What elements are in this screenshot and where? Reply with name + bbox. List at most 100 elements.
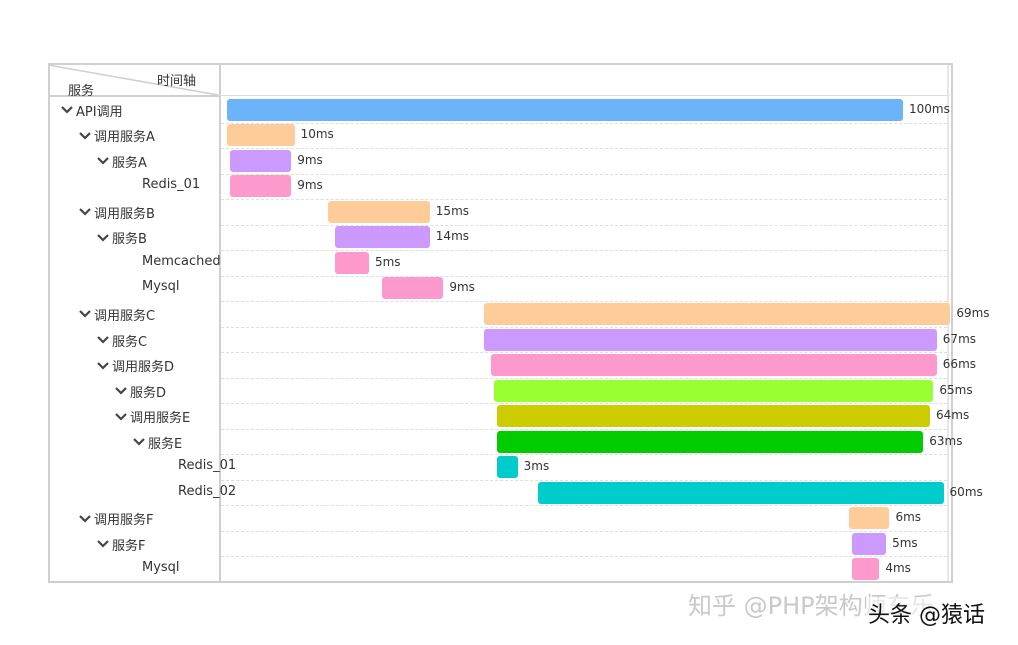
tree-item-12[interactable]: 调用服务E xyxy=(114,407,190,426)
tree-item-18: Mysql xyxy=(142,560,180,575)
span-bar-8[interactable] xyxy=(483,302,951,325)
chevron-down-icon[interactable] xyxy=(114,411,128,423)
row-separator xyxy=(221,276,947,277)
span-bar-13[interactable] xyxy=(497,430,924,453)
span-bar-18[interactable] xyxy=(852,558,880,581)
row-separator xyxy=(221,301,947,302)
span-bar-5[interactable] xyxy=(335,226,430,249)
tree-item-0[interactable]: API调用 xyxy=(60,101,123,120)
service-column-header: 服务 xyxy=(68,84,95,99)
tree-item-label: 调用服务A xyxy=(94,130,155,146)
tree-item-10[interactable]: 调用服务D xyxy=(96,356,174,375)
chevron-down-icon[interactable] xyxy=(96,155,110,167)
chevron-down-icon[interactable] xyxy=(96,538,110,550)
tree-item-label: 调用服务C xyxy=(94,308,156,324)
span-bar-6[interactable] xyxy=(335,251,369,274)
span-bar-9[interactable] xyxy=(483,328,937,351)
tree-item-14: Redis_01 xyxy=(178,458,236,473)
tree-item-label: Redis_02 xyxy=(178,483,237,499)
row-separator xyxy=(221,429,947,430)
tree-item-label: Mysql xyxy=(142,560,180,576)
span-bar-1[interactable] xyxy=(227,124,295,147)
tree-item-16[interactable]: 调用服务F xyxy=(78,509,153,528)
chevron-down-icon[interactable] xyxy=(78,130,92,142)
span-bar-4[interactable] xyxy=(328,200,430,223)
span-duration-label: 14ms xyxy=(435,229,470,244)
chevron-down-icon[interactable] xyxy=(114,385,128,397)
row-separator xyxy=(221,199,947,200)
chevron-down-icon[interactable] xyxy=(96,334,110,346)
row-separator xyxy=(221,148,947,149)
tree-item-9[interactable]: 服务C xyxy=(96,331,147,350)
row-separator xyxy=(221,225,947,226)
span-bar-15[interactable] xyxy=(537,481,944,504)
span-bar-10[interactable] xyxy=(490,354,937,377)
tree-item-label: Mysql xyxy=(142,279,180,295)
span-bar-11[interactable] xyxy=(494,379,934,402)
chevron-down-icon[interactable] xyxy=(96,232,110,244)
span-bar-17[interactable] xyxy=(852,532,887,555)
tree-item-11[interactable]: 服务D xyxy=(114,382,166,401)
chevron-down-icon[interactable] xyxy=(132,436,146,448)
tree-item-2[interactable]: 服务A xyxy=(96,152,147,171)
row-separator xyxy=(221,403,947,404)
tree-item-4[interactable]: 调用服务B xyxy=(78,203,155,222)
tree-item-5[interactable]: 服务B xyxy=(96,228,147,247)
tree-item-7: Mysql xyxy=(142,279,180,294)
tree-item-label: 调用服务D xyxy=(112,360,175,376)
span-duration-label: 60ms xyxy=(949,484,983,499)
header-separator xyxy=(220,95,950,96)
tree-item-label: 服务A xyxy=(112,155,147,171)
tree-item-13[interactable]: 服务E xyxy=(132,433,182,452)
row-separator xyxy=(221,378,947,379)
tree-item-label: 服务F xyxy=(112,538,146,554)
span-duration-label: 9ms xyxy=(297,178,323,193)
span-duration-label: 66ms xyxy=(942,357,977,372)
span-bar-16[interactable] xyxy=(848,507,890,530)
tree-item-label: Redis_01 xyxy=(142,177,201,193)
tree-item-3: Redis_01 xyxy=(142,177,200,192)
tree-item-17[interactable]: 服务F xyxy=(96,535,145,554)
toutiao-watermark: 头条 @猿话 xyxy=(866,597,987,629)
span-duration-label: 6ms xyxy=(895,510,922,525)
span-bar-2[interactable] xyxy=(230,149,292,172)
tree-item-label: 调用服务F xyxy=(94,513,154,529)
span-duration-label: 15ms xyxy=(435,203,470,218)
tree-item-label: 调用服务E xyxy=(130,411,191,427)
span-duration-label: 9ms xyxy=(449,280,475,295)
span-bar-14[interactable] xyxy=(497,456,518,479)
span-bar-0[interactable] xyxy=(227,98,903,121)
row-separator xyxy=(221,327,947,328)
span-duration-label: 10ms xyxy=(300,127,334,142)
timeline-column-header: 时间轴 xyxy=(157,74,197,89)
tree-item-1[interactable]: 调用服务A xyxy=(78,126,155,145)
chevron-down-icon[interactable] xyxy=(78,513,92,525)
tree-item-8[interactable]: 调用服务C xyxy=(78,305,155,324)
tree-item-label: Redis_01 xyxy=(178,458,237,474)
chevron-down-icon[interactable] xyxy=(78,308,92,320)
span-duration-label: 5ms xyxy=(374,254,401,269)
tree-item-label: 服务E xyxy=(148,436,183,452)
chevron-down-icon[interactable] xyxy=(78,206,92,218)
chevron-down-icon[interactable] xyxy=(96,360,110,372)
span-duration-label: 3ms xyxy=(523,459,550,474)
span-bar-12[interactable] xyxy=(497,405,931,428)
tree-item-label: 服务D xyxy=(130,385,167,401)
span-bar-7[interactable] xyxy=(382,277,444,300)
span-bar-3[interactable] xyxy=(230,175,292,198)
chevron-down-icon[interactable] xyxy=(60,104,74,116)
header-corner-cell xyxy=(48,63,220,97)
tree-item-label: 调用服务B xyxy=(94,206,155,222)
span-duration-label: 100ms xyxy=(909,101,950,116)
tree-item-label: API调用 xyxy=(76,104,123,120)
row-separator xyxy=(221,531,947,532)
tree-item-label: 服务B xyxy=(112,232,147,248)
row-separator xyxy=(221,454,947,455)
span-duration-label: 67ms xyxy=(942,331,977,346)
column-divider xyxy=(219,63,221,583)
span-duration-label: 69ms xyxy=(956,305,990,320)
span-duration-label: 64ms xyxy=(936,408,970,423)
row-separator xyxy=(221,505,947,506)
row-separator xyxy=(221,480,947,481)
row-separator xyxy=(221,250,947,251)
